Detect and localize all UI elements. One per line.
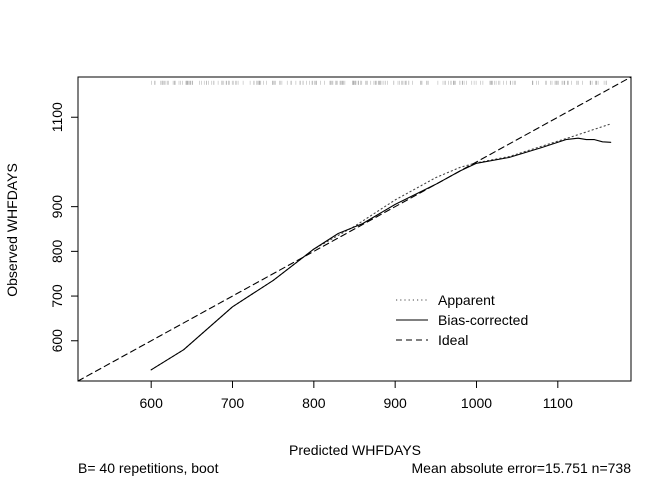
y-tick-label-700: 700 bbox=[49, 284, 65, 308]
series-bias-corrected bbox=[150, 137, 612, 371]
legend-label-bias-corrected: Bias-corrected bbox=[438, 312, 528, 328]
y-tick-label-800: 800 bbox=[49, 239, 65, 263]
y-tick-label-600: 600 bbox=[49, 329, 65, 353]
x-tick-label-800: 800 bbox=[302, 395, 326, 411]
series-apparent bbox=[150, 123, 612, 371]
x-tick-label-900: 900 bbox=[383, 395, 407, 411]
x-tick-label-1000: 1000 bbox=[461, 395, 492, 411]
x-axis: 600 700 800 900 1000 1100 bbox=[140, 380, 573, 411]
x-axis-title: Predicted WHFDAYS bbox=[289, 442, 421, 458]
y-tick-label-1100: 1100 bbox=[49, 102, 65, 132]
x-tick-label-700: 700 bbox=[221, 395, 245, 411]
legend: Apparent Bias-corrected Ideal bbox=[396, 292, 528, 348]
y-axis-title: Observed WHFDAYS bbox=[4, 163, 20, 297]
legend-label-ideal: Ideal bbox=[438, 332, 468, 348]
series-lines bbox=[77, 76, 632, 382]
footer-left-text: B= 40 repetitions, boot bbox=[78, 460, 219, 476]
x-tick-label-600: 600 bbox=[140, 395, 164, 411]
series-ideal bbox=[77, 76, 632, 382]
footer-right-text: Mean absolute error=15.751 n=738 bbox=[412, 460, 632, 476]
legend-label-apparent: Apparent bbox=[438, 292, 495, 308]
rug-marks bbox=[151, 80, 607, 85]
y-tick-label-900: 900 bbox=[49, 195, 65, 219]
x-tick-label-1100: 1100 bbox=[543, 395, 573, 411]
y-axis: 600 700 800 900 1100 bbox=[49, 102, 79, 353]
